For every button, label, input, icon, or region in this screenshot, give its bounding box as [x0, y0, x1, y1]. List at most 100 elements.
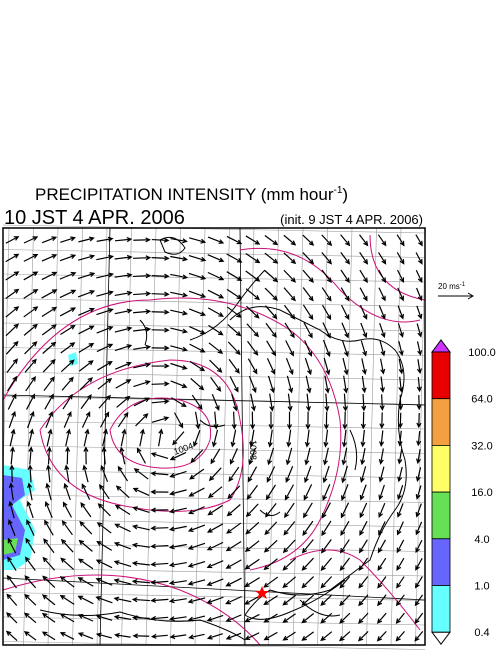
- wind-arrow: [189, 343, 206, 353]
- wind-arrow: [96, 236, 114, 242]
- wind-arrow: [398, 358, 404, 375]
- wind-arrow: [96, 272, 114, 279]
- wind-arrow: [284, 322, 295, 339]
- wind-arrow: [246, 484, 258, 500]
- wind-arrow: [285, 447, 293, 466]
- wind-arrow: [266, 340, 277, 357]
- wind-arrow: [60, 236, 76, 243]
- wind-arrow: [244, 558, 260, 570]
- wind-arrow: [397, 430, 403, 447]
- wind-arrow: [247, 340, 259, 356]
- wind-arrow: [301, 576, 315, 589]
- wind-arrow: [213, 411, 219, 430]
- wind-arrow: [305, 393, 312, 412]
- wind-arrow: [131, 597, 150, 603]
- wind-arrow: [44, 393, 54, 410]
- grid-line: [2, 592, 426, 601]
- wind-arrow: [77, 290, 96, 298]
- grid-line: [2, 543, 426, 552]
- wind-arrow: [24, 358, 37, 373]
- wind-arrow: [117, 465, 129, 482]
- wind-arrow: [302, 520, 314, 536]
- wind-arrow: [414, 594, 424, 607]
- wind-arrow: [211, 394, 220, 412]
- wind-arrow: [6, 593, 18, 606]
- wind-arrow: [42, 358, 56, 373]
- wind-arrow: [170, 380, 188, 389]
- wind-arrow: [321, 520, 332, 537]
- wind-arrow: [187, 579, 206, 586]
- wind-arrow: [415, 269, 423, 283]
- wind-arrow: [96, 325, 114, 334]
- wind-arrow: [24, 593, 37, 606]
- wind-arrow: [6, 574, 17, 589]
- wind-arrow: [415, 521, 423, 536]
- wind-arrow: [27, 482, 33, 501]
- vector-legend-sup: -1: [460, 282, 466, 288]
- wind-arrow: [304, 429, 310, 448]
- wind-arrow: [302, 304, 314, 321]
- wind-arrow: [358, 576, 369, 589]
- wind-arrow: [139, 428, 145, 447]
- wind-arrow: [377, 557, 387, 571]
- wind-arrow: [263, 613, 278, 623]
- wind-arrow: [358, 594, 369, 607]
- wind-arrow: [9, 446, 15, 465]
- wind-arrow: [378, 305, 386, 320]
- wind-arrow: [340, 234, 351, 247]
- wind-arrow: [396, 539, 405, 554]
- wind-arrow: [207, 289, 225, 299]
- wind-arrow: [340, 287, 350, 302]
- wind-arrow: [264, 252, 279, 264]
- wind-arrow: [96, 343, 114, 353]
- wind-arrow: [188, 308, 207, 317]
- wind-arrow: [283, 521, 296, 536]
- wind-arrow: [283, 252, 297, 265]
- colorbar-under: [431, 631, 451, 646]
- wind-arrow: [151, 237, 170, 243]
- wind-arrow: [187, 542, 206, 550]
- wind-arrow: [378, 269, 386, 284]
- wind-arrow: [23, 288, 39, 299]
- wind-arrow: [379, 394, 385, 411]
- wind-arrow: [42, 556, 56, 571]
- wind-arrow: [379, 340, 386, 357]
- wind-arrow: [26, 519, 35, 536]
- vector-legend: 20 ms-1: [438, 282, 474, 300]
- wind-arrow: [208, 467, 222, 482]
- wind-arrow: [150, 579, 169, 585]
- wind-arrow: [247, 466, 258, 483]
- wind-arrow: [41, 254, 58, 262]
- wind-arrow: [302, 252, 315, 265]
- wind-arrow: [114, 523, 131, 533]
- wind-arrow: [136, 447, 146, 464]
- wind-arrow: [169, 470, 187, 478]
- wind-arrow: [60, 538, 74, 553]
- wind-arrow: [230, 429, 237, 448]
- wind-arrow: [5, 288, 20, 300]
- wind-arrow: [287, 393, 293, 412]
- wind-arrow: [5, 271, 20, 281]
- wind-arrow: [321, 269, 332, 284]
- wind-arrow: [133, 344, 152, 350]
- wind-arrow: [207, 504, 223, 516]
- wind-arrow: [286, 411, 293, 430]
- wind-arrow: [78, 539, 93, 552]
- wind-arrow: [397, 269, 405, 284]
- wind-arrow: [342, 411, 348, 430]
- wind-arrow: [44, 501, 53, 518]
- wind-arrow: [416, 341, 423, 356]
- wind-arrow: [360, 340, 368, 357]
- wind-arrow: [415, 485, 422, 500]
- wind-arrow: [41, 612, 56, 623]
- wind-arrow: [132, 633, 150, 639]
- grid-line: [341, 227, 353, 646]
- wind-arrow: [206, 633, 224, 640]
- wind-arrow: [78, 360, 94, 372]
- wind-arrow: [321, 287, 332, 302]
- wind-arrow: [168, 598, 187, 604]
- wind-arrow: [206, 578, 224, 587]
- wind-arrow: [65, 446, 71, 465]
- wind-arrow: [60, 324, 76, 335]
- title-text: PRECIPITATION INTENSITY (mm hour: [35, 185, 334, 204]
